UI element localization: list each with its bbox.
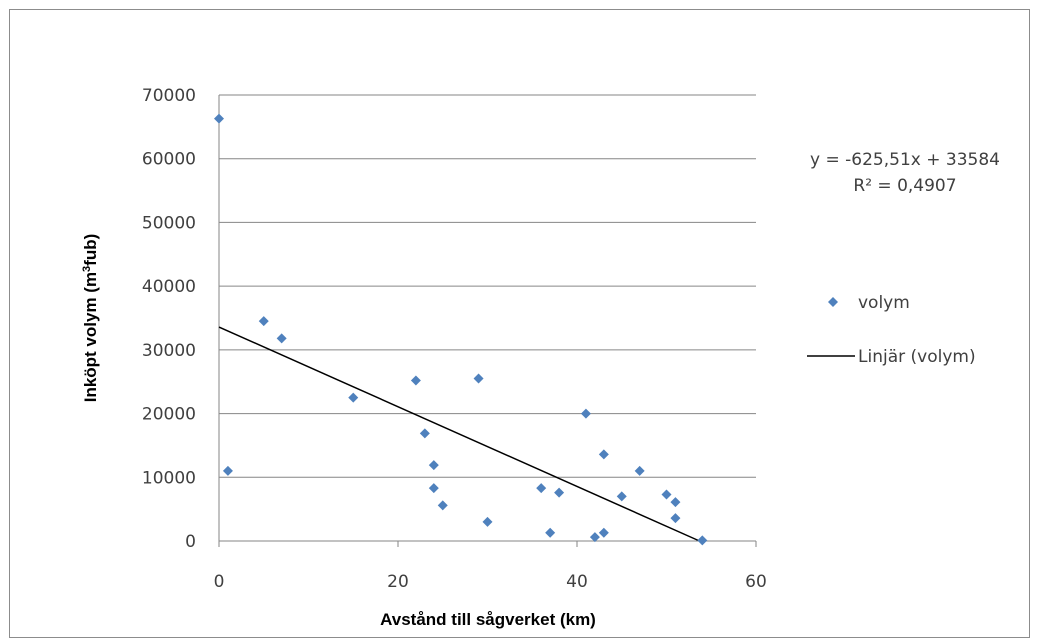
data-point-18 — [598, 449, 609, 460]
data-point-7 — [428, 460, 439, 471]
data-point-1 — [222, 465, 233, 476]
data-point-4 — [348, 392, 359, 403]
y-axis-title-main: Inköpt volym (m — [81, 272, 100, 402]
y-axis-title-tail: fub) — [81, 234, 100, 266]
y-tick-label-6: 60000 — [142, 150, 196, 170]
x-axis-ticks: 0 20 40 60 — [214, 541, 767, 592]
data-point-19 — [616, 491, 627, 502]
data-point-2 — [258, 316, 269, 327]
data-point-13 — [545, 527, 556, 538]
y-tick-label-2: 20000 — [142, 405, 196, 425]
r-squared-label: R² = 0,4907 — [853, 176, 956, 196]
trendline — [218, 326, 700, 542]
data-point-24 — [697, 535, 708, 546]
data-point-23 — [670, 513, 681, 524]
data-point-11 — [482, 516, 493, 527]
data-point-17 — [598, 527, 609, 538]
y-axis-title-sup: 3 — [81, 266, 93, 272]
trendline-path — [218, 326, 700, 542]
x-axis-title: Avstånd till sågverket (km) — [380, 610, 596, 629]
data-point-10 — [473, 373, 484, 384]
legend-label-volym: volym — [858, 293, 910, 313]
trendline-equation: y = -625,51x + 33584 — [810, 150, 1000, 170]
x-tick-label-1: 20 — [387, 572, 409, 592]
data-point-6 — [419, 428, 430, 439]
gridlines — [218, 94, 756, 542]
y-tick-label-0: 0 — [185, 532, 196, 552]
chart-area — [9, 9, 1030, 638]
data-points — [214, 113, 708, 546]
data-point-9 — [437, 500, 448, 511]
data-point-20 — [634, 465, 645, 476]
data-point-22 — [670, 497, 681, 508]
data-point-15 — [580, 408, 591, 419]
data-point-16 — [589, 532, 600, 543]
y-axis-title: Inköpt volym (m3fub) — [81, 234, 100, 403]
legend-label-linjar: Linjär (volym) — [858, 347, 976, 367]
data-point-3 — [276, 333, 287, 344]
y-tick-label-7: 70000 — [142, 86, 196, 106]
data-point-0 — [214, 113, 224, 124]
legend: volym Linjär (volym) — [807, 293, 976, 367]
legend-marker-volym — [828, 297, 838, 307]
data-point-8 — [428, 483, 439, 494]
y-tick-label-3: 30000 — [142, 341, 196, 361]
y-tick-label-5: 50000 — [142, 213, 196, 233]
data-point-12 — [536, 483, 547, 494]
x-tick-label-2: 40 — [566, 572, 588, 592]
x-tick-label-3: 60 — [745, 572, 767, 592]
y-tick-label-1: 10000 — [142, 468, 196, 488]
data-point-21 — [661, 489, 672, 500]
y-axis-ticks: 0 10000 20000 30000 40000 50000 60000 70000 — [142, 86, 196, 552]
x-tick-label-0: 0 — [214, 572, 225, 592]
data-point-14 — [554, 487, 565, 498]
y-tick-label-4: 40000 — [142, 277, 196, 297]
data-point-5 — [410, 375, 421, 386]
